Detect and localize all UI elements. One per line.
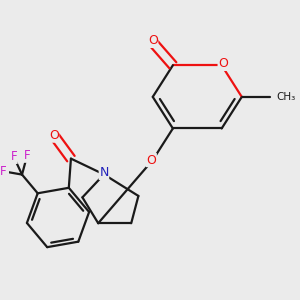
Text: O: O [148,34,158,47]
Text: O: O [218,57,228,70]
Text: O: O [146,154,156,166]
Text: N: N [99,167,109,179]
Text: F: F [0,165,6,178]
Text: F: F [11,150,17,164]
Text: F: F [24,149,30,162]
Text: O: O [49,129,58,142]
Text: CH₃: CH₃ [276,92,296,102]
